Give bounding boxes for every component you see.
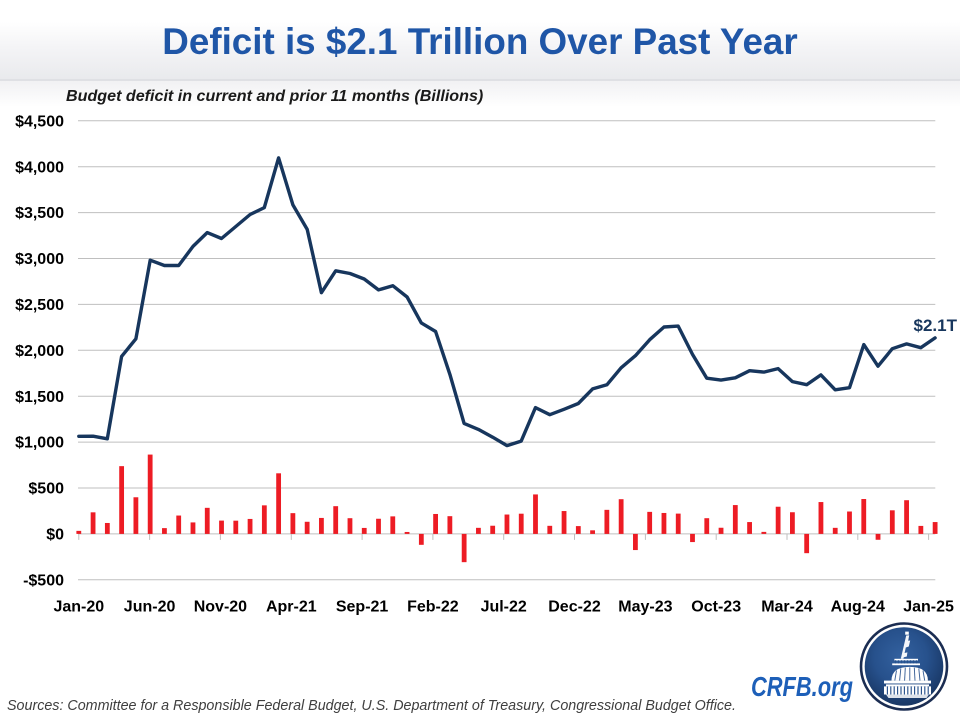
svg-text:$4,500: $4,500: [15, 113, 64, 130]
svg-text:$2.1T: $2.1T: [914, 316, 958, 335]
svg-text:Sep-21: Sep-21: [336, 599, 389, 616]
svg-text:-$500: -$500: [23, 572, 64, 589]
svg-text:Oct-23: Oct-23: [691, 599, 741, 616]
svg-text:$0: $0: [46, 527, 64, 544]
svg-text:Dec-22: Dec-22: [548, 599, 601, 616]
svg-text:$3,500: $3,500: [15, 205, 64, 222]
svg-text:Apr-21: Apr-21: [266, 599, 317, 616]
svg-text:$4,000: $4,000: [15, 159, 64, 176]
svg-text:$1,500: $1,500: [15, 389, 64, 406]
svg-text:Jan-20: Jan-20: [53, 599, 104, 616]
svg-text:$2,000: $2,000: [15, 343, 64, 360]
svg-text:Nov-20: Nov-20: [194, 599, 247, 616]
svg-text:Aug-24: Aug-24: [831, 599, 885, 616]
svg-text:$3,000: $3,000: [15, 251, 64, 268]
svg-text:Feb-22: Feb-22: [407, 599, 459, 616]
svg-text:Jul-22: Jul-22: [481, 599, 527, 616]
svg-text:Jan-25: Jan-25: [903, 599, 954, 616]
svg-text:$500: $500: [28, 481, 64, 498]
svg-text:May-23: May-23: [618, 599, 672, 616]
svg-text:Mar-24: Mar-24: [761, 599, 813, 616]
svg-text:$1,000: $1,000: [15, 435, 64, 452]
svg-text:$2,500: $2,500: [15, 297, 64, 314]
svg-text:Jun-20: Jun-20: [124, 599, 176, 616]
